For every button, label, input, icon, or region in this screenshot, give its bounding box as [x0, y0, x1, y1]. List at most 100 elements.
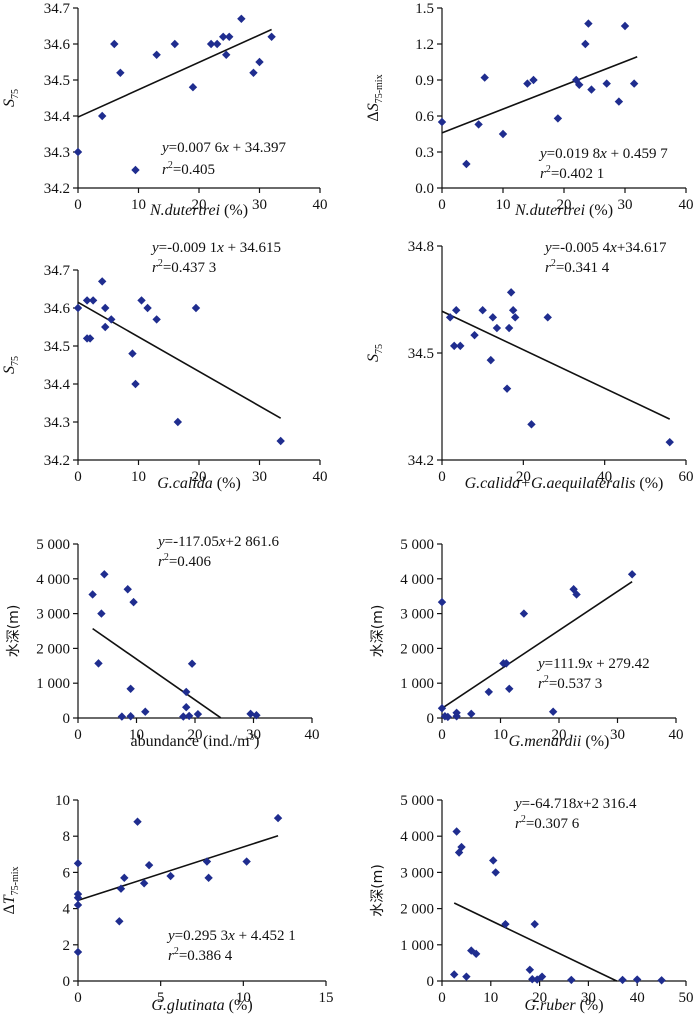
p1-x-tick-label: 20 [192, 197, 207, 213]
p2-y-tick-label: 0.0 [415, 181, 434, 197]
p2-data-point [614, 97, 624, 106]
p1-data-point [225, 32, 234, 41]
p6-y-tick-label: 0 [427, 711, 435, 727]
p1-data-point [73, 147, 83, 157]
p6-x-tick-label: 20 [552, 727, 567, 743]
p1-data-point [249, 68, 258, 77]
p5-data-point [88, 590, 97, 599]
p4-data-point [470, 330, 479, 340]
p3-y-tick-label: 34.5 [44, 339, 70, 355]
p1-data-point [131, 165, 140, 175]
p5-data-point [184, 711, 194, 721]
p4-x-tick-label: 40 [597, 469, 612, 485]
p1-data-point [237, 14, 246, 23]
p1-chart: 0 10 20 30 40 34.2 34.3 34.4 34.5 34.6 34.7 y=0.007… [1, 1, 328, 219]
p7-y-tick-label: 6 [63, 865, 71, 881]
p7-y-tick-label: 2 [63, 938, 71, 954]
p5-data-point [126, 712, 135, 721]
p3-equation-line-0: y=-0.009 1x + 34.615 [150, 240, 281, 256]
p6-x-tick-label: 30 [610, 727, 625, 743]
p3-x-tick-label: 10 [131, 469, 146, 485]
p8-data-point [537, 972, 547, 981]
p8-data-point [452, 827, 461, 836]
p6-chart: 0 10 20 30 40 0 1 000 2 000 3 000 4 000 5 000 y=111… [370, 537, 684, 750]
p8-data-point [525, 965, 535, 974]
p2-data-point [572, 75, 581, 85]
p7-data-point [139, 879, 149, 888]
p3-data-point [137, 296, 146, 305]
p2-x-tick-label: 20 [557, 197, 572, 213]
p2-data-point [581, 39, 590, 49]
p3-data-point [152, 315, 161, 324]
p4-x-tick-label: 0 [438, 469, 446, 485]
p4-y-axis-label: S75 [365, 344, 385, 362]
p1-y-tick-label: 34.5 [44, 73, 70, 89]
p6-data-point [452, 708, 461, 717]
p8-data-point [618, 975, 627, 985]
p8-x-tick-label: 10 [483, 990, 498, 1006]
p4-data-point [452, 306, 461, 315]
p6-data-point [548, 707, 558, 716]
p1-data-point [188, 83, 198, 92]
p2-data-point [584, 19, 593, 28]
p5-y-tick-label: 0 [63, 711, 71, 727]
p6-x-tick-label: 10 [493, 727, 508, 743]
p6-data-point [502, 659, 511, 668]
p2-x-tick-label: 10 [496, 197, 511, 213]
p3-data-point [191, 303, 201, 313]
p8-y-tick-label: 3 000 [400, 865, 434, 881]
p8-y-tick-label: 2 000 [400, 902, 434, 918]
p6-y-tick-label: 5 000 [400, 537, 434, 553]
p5-data-point [100, 570, 109, 579]
p1-y-tick-label: 34.7 [44, 1, 71, 17]
p3-chart: 0 10 20 30 40 34.2 34.3 34.4 34.5 34.6 34.7 y=-0.00… [1, 240, 328, 492]
p7-data-point [116, 884, 126, 893]
p8-x-tick-label: 20 [532, 990, 547, 1006]
p4-equation-line-0: y=-0.005 4x+34.617 [543, 240, 667, 256]
p2-data-point [474, 120, 483, 129]
p7-data-point [73, 893, 83, 902]
p6-y-tick-label: 4 000 [400, 572, 434, 588]
p8-data-point [489, 856, 498, 865]
p7-equation-line-0: y=0.295 3x + 4.452 1 [166, 928, 296, 944]
p8-regression-line [453, 902, 618, 982]
p4-chart: 0 20 40 60 34.2 34.5 34.8 y=-0.005 4x+34.617 r2=… [365, 239, 694, 492]
p3-x-tick-label: 30 [252, 469, 267, 485]
p5-y-tick-label: 5 000 [36, 537, 70, 553]
p5-x-tick-label: 0 [74, 727, 82, 743]
p8-data-point [491, 868, 500, 877]
p7-y-tick-label: 8 [63, 829, 71, 845]
p1-y-tick-label: 34.3 [44, 145, 70, 161]
p1-y-tick-label: 34.2 [44, 181, 70, 197]
p7-data-point [73, 900, 83, 910]
p4-data-point [543, 313, 552, 322]
p6-x-tick-label: 0 [438, 727, 446, 743]
p7-chart: 0 5 10 15 0 2 4 6 8 10 y=0.295 3x + 4.452 1 r2=0.38… [1, 793, 334, 1014]
p5-x-axis-label: abundance (ind./m3) [131, 732, 260, 750]
p8-y-tick-label: 5 000 [400, 793, 434, 809]
p3-data-point [82, 296, 92, 305]
p6-data-point [437, 597, 447, 607]
p2-data-point [529, 75, 538, 85]
p4-data-point [486, 355, 495, 365]
p1-y-axis-label: S75 [1, 89, 21, 107]
p8-x-tick-label: 40 [630, 990, 645, 1006]
p8-y-tick-label: 0 [427, 974, 435, 990]
p7-data-point [202, 857, 212, 866]
p4-regression-line [441, 310, 671, 420]
p1-x-tick-label: 10 [131, 197, 146, 213]
p7-y-tick-label: 10 [55, 793, 70, 809]
p5-data-point [187, 659, 197, 668]
p2-data-point [553, 114, 563, 123]
p1-x-tick-label: 40 [313, 197, 328, 213]
p6-regression-line [441, 581, 633, 709]
p6-y-tick-label: 1 000 [400, 676, 434, 692]
p6-y-tick-label: 3 000 [400, 607, 434, 623]
p3-data-point [101, 303, 110, 313]
p5-y-axis-label: 水深(m) [6, 605, 22, 658]
p4-data-point [450, 341, 459, 351]
p3-x-tick-label: 20 [192, 469, 207, 485]
p3-equation-line-1: r2=0.437 3 [152, 258, 216, 276]
p6-data-point [519, 609, 529, 618]
